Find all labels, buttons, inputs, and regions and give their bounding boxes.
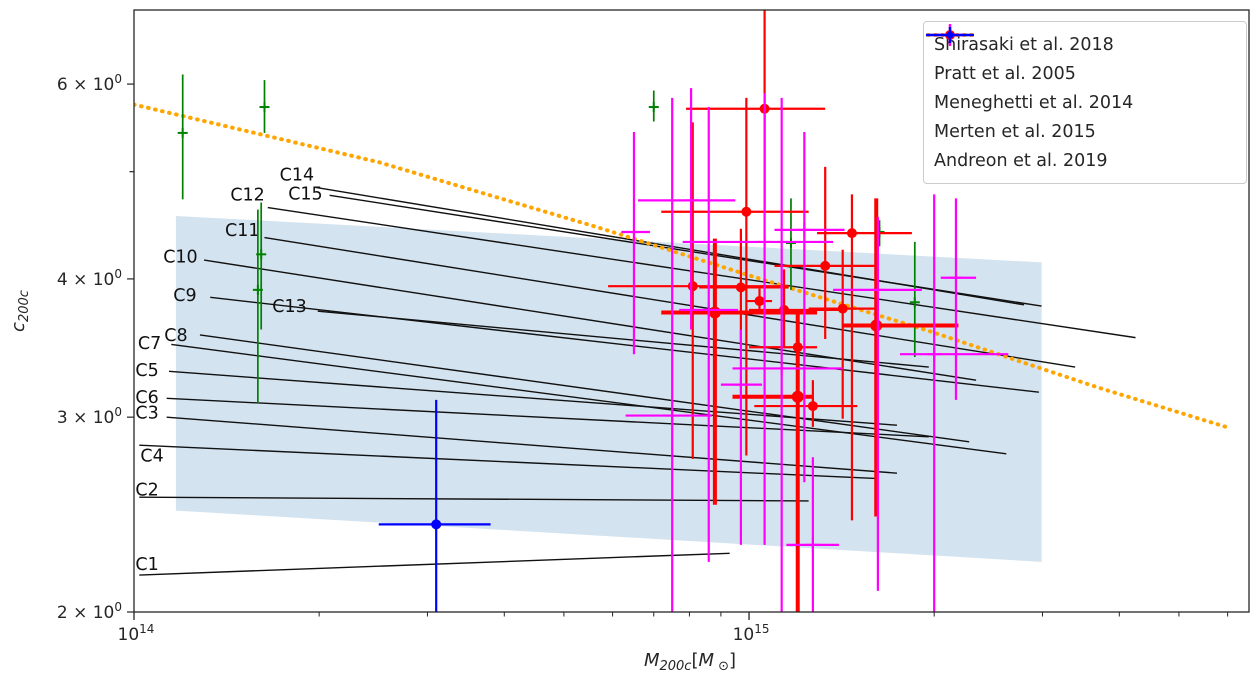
data-point-marker [791,390,804,403]
legend-entry-meneghetti-et-al-2014: Meneghetti et al. 2014 [930,25,1236,117]
cluster-line-label-C7: C7 [138,334,161,354]
cluster-line-label-C14: C14 [280,166,315,186]
data-point-marker [708,306,721,319]
cluster-line-label-C3: C3 [135,403,158,423]
y-tick-label: 6 × 100 [57,72,122,95]
data-point-marker [735,282,746,293]
cluster-line-label-C5: C5 [135,361,158,381]
cluster-line-label-C1: C1 [135,555,158,575]
legend-label: Merten et al. 2015 [934,121,1096,142]
cluster-line-C6 [166,397,929,438]
cluster-line-label-C8: C8 [164,326,187,346]
legend-swatch-icon [926,27,974,43]
cluster-line-label-C11: C11 [225,221,260,241]
legend-label: Pratt et al. 2005 [934,63,1076,84]
series-pratt-et-al-2005 [177,74,920,403]
data-point-marker [846,228,857,239]
data-point-marker [820,260,831,271]
legend-label: Meneghetti et al. 2014 [934,92,1134,113]
series-shirasaki-et-al-2018 [134,102,1234,431]
data-point-marker [807,401,818,412]
confidence-band [175,215,1042,562]
legend-entry-merten-et-al-2015: Merten et al. 2015 [934,24,1236,146]
series-merten-et-al-2015 [621,88,1009,612]
cluster-line-C4 [139,444,878,480]
x-tick-label: 1014 [118,622,155,645]
cluster-line-label-C6: C6 [135,388,158,408]
cluster-line-label-C9: C9 [173,286,196,306]
plot-frame [133,9,1250,613]
legend-entry-andreon-et-al-2019: Andreon et al. 2019 [926,27,1236,175]
y-tick-label: 4 × 100 [57,267,122,290]
shirasaki-dotted-line [134,102,1234,431]
data-point-marker [431,519,442,530]
cluster-line-C1 [139,552,730,576]
cluster-line-C13 [317,310,929,368]
y-axis-label: c200c [8,290,32,332]
cluster-line-label-C13: C13 [272,297,307,317]
cluster-line-C5 [168,370,898,426]
cluster-line-C11 [264,236,1076,368]
series-meneghetti-et-al-2014 [608,10,959,612]
cluster-line-C9 [210,296,1039,393]
cluster-line-C2 [139,496,809,502]
legend-label: Shirasaki et al. 2018 [934,34,1114,55]
legend-label: Andreon et al. 2019 [934,150,1108,171]
x-tick-label: 1015 [733,622,770,645]
series-andreon-et-al-2019 [378,399,491,612]
cluster-line-label-C2: C2 [135,481,158,501]
cluster-line-C15 [329,194,1042,307]
legend: Shirasaki et al. 2018 Pratt et al. 2005 Me… [923,21,1247,184]
cluster-line-label-C15: C15 [288,184,323,204]
cluster-line-label-C12: C12 [230,185,265,205]
cluster-line-C7 [171,343,1007,455]
legend-entry-pratt-et-al-2005: Pratt et al. 2005 [934,25,1236,88]
cluster-line-label-C4: C4 [140,446,163,466]
cluster-line-C8 [199,334,970,443]
y-tick-label: 3 × 100 [57,405,122,428]
data-point-marker [741,206,752,217]
data-point-marker [687,281,698,292]
data-point-marker [870,319,883,332]
axes: 1014 1015 2 × 100 3 × 100 4 × 100 6 × 100 M200… [8,9,1250,674]
cluster-line-label-C10: C10 [163,248,198,268]
cluster-line-C12 [267,206,1136,339]
data-point-marker [837,303,848,314]
data-point-marker [754,296,765,307]
y-tick-label: 2 × 100 [57,600,122,623]
cluster-line-C3 [166,416,898,474]
data-point-marker [779,304,790,315]
legend-entry-shirasaki-et-al-2018: Shirasaki et al. 2018 [926,30,1236,59]
x-axis-label: M200c[M ⊙] [644,650,736,674]
